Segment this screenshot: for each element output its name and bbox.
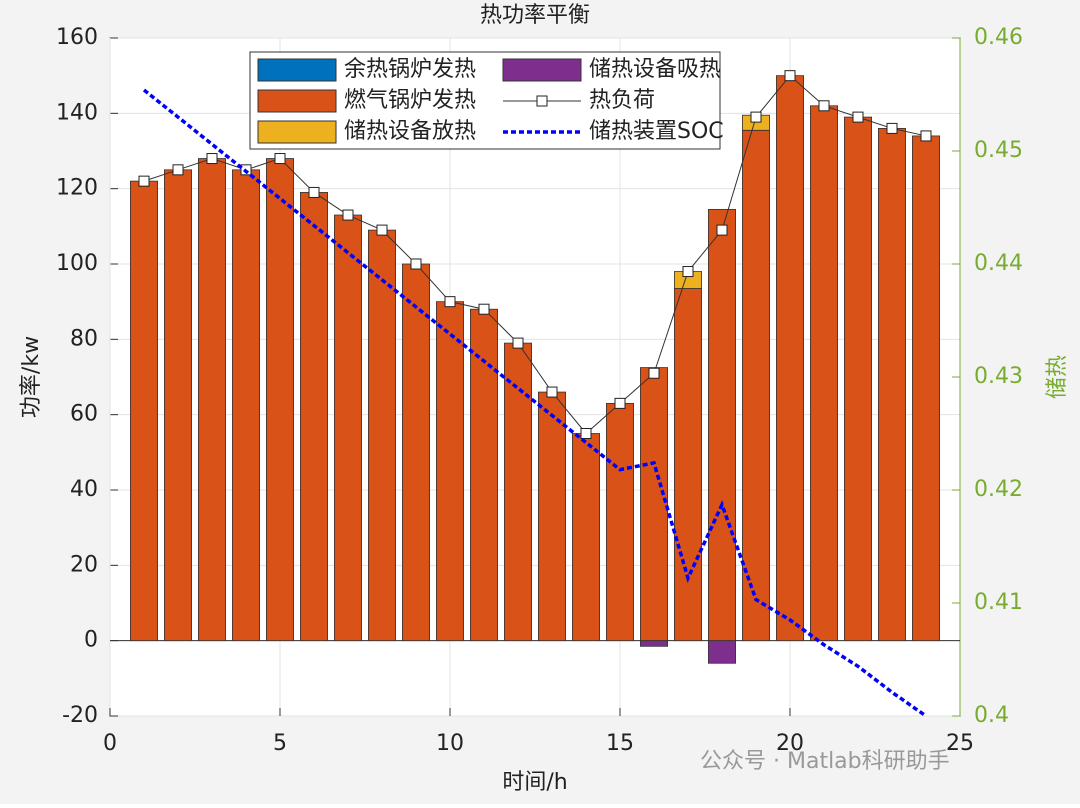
y2-axis-label: 储热 bbox=[1045, 355, 1070, 399]
bar bbox=[742, 129, 771, 642]
bar bbox=[265, 158, 294, 642]
legend-swatch bbox=[257, 120, 337, 144]
marker bbox=[444, 296, 456, 308]
marker bbox=[206, 153, 218, 165]
marker bbox=[580, 428, 592, 439]
legend-label: 储热装置SOC bbox=[589, 119, 724, 144]
marker bbox=[546, 386, 558, 398]
x-tick-label: 10 bbox=[436, 731, 464, 756]
bar bbox=[810, 105, 839, 642]
y-tick-label: 120 bbox=[56, 176, 98, 201]
bar bbox=[640, 367, 669, 642]
marker bbox=[852, 111, 864, 123]
y2-tick-label: 0.45 bbox=[974, 138, 1023, 163]
bar bbox=[197, 158, 226, 642]
series-line bbox=[143, 74, 927, 435]
legend-label: 储热设备吸热 bbox=[589, 57, 721, 82]
legend-label: 余热锅炉发热 bbox=[344, 57, 476, 82]
marker bbox=[138, 175, 150, 187]
y-tick-label: 60 bbox=[70, 402, 98, 427]
bar bbox=[401, 263, 430, 642]
bar bbox=[469, 308, 498, 642]
bar bbox=[435, 301, 464, 642]
legend-swatch bbox=[257, 89, 337, 113]
bar bbox=[163, 169, 192, 642]
bar bbox=[776, 75, 805, 642]
x-axis-label: 时间/h bbox=[502, 770, 567, 795]
x-tick-label: 5 bbox=[273, 731, 287, 756]
bar bbox=[878, 127, 907, 642]
marker bbox=[410, 258, 422, 270]
y-tick-label: 140 bbox=[56, 100, 98, 125]
bar bbox=[606, 402, 635, 642]
x-tick-label: 25 bbox=[946, 731, 974, 756]
x-tick-label: 20 bbox=[776, 731, 804, 756]
y2-tick-label: 0.42 bbox=[974, 477, 1023, 502]
marker bbox=[750, 111, 762, 123]
marker bbox=[784, 70, 796, 82]
y-tick-label: 100 bbox=[56, 251, 98, 276]
y-tick-label: 40 bbox=[70, 477, 98, 502]
y-tick-label: 20 bbox=[70, 552, 98, 577]
marker bbox=[818, 100, 830, 112]
marker bbox=[886, 122, 898, 134]
y2-tick-label: 0.44 bbox=[974, 251, 1023, 276]
bar bbox=[231, 169, 260, 642]
watermark: 公众号 · Matlab科研助手 bbox=[700, 749, 950, 774]
bar bbox=[538, 391, 567, 642]
y2-tick-label: 0.46 bbox=[974, 25, 1023, 50]
bar bbox=[129, 180, 158, 642]
y-tick-label: 80 bbox=[70, 326, 98, 351]
marker bbox=[614, 397, 626, 409]
bar bbox=[912, 135, 941, 642]
chart-title: 热功率平衡 bbox=[480, 3, 590, 28]
legend-swatch bbox=[502, 58, 582, 82]
bar bbox=[572, 433, 601, 642]
marker bbox=[478, 303, 490, 315]
marker bbox=[274, 153, 286, 165]
legend-marker bbox=[536, 95, 548, 107]
y2-tick-label: 0.41 bbox=[974, 590, 1023, 615]
marker bbox=[716, 224, 728, 236]
bar bbox=[708, 640, 737, 664]
y2-tick-label: 0.43 bbox=[974, 364, 1023, 389]
marker bbox=[376, 224, 388, 236]
marker bbox=[172, 164, 184, 176]
marker bbox=[920, 130, 932, 142]
marker bbox=[342, 209, 354, 221]
y-tick-label: -20 bbox=[62, 703, 98, 728]
y-tick-label: 0 bbox=[84, 628, 98, 653]
marker bbox=[682, 266, 694, 278]
bar bbox=[333, 214, 362, 642]
marker bbox=[512, 337, 524, 349]
marker bbox=[648, 367, 660, 379]
y2-tick-label: 0.4 bbox=[974, 703, 1009, 728]
bar bbox=[503, 342, 532, 642]
y-axis-label: 功率/kw bbox=[19, 336, 44, 418]
legend-label: 储热设备放热 bbox=[344, 119, 476, 144]
bar bbox=[844, 116, 873, 642]
x-tick-label: 0 bbox=[103, 731, 117, 756]
bar bbox=[367, 229, 396, 642]
bar bbox=[640, 640, 669, 647]
legend-label: 燃气锅炉发热 bbox=[344, 88, 476, 113]
series-line bbox=[142, 88, 928, 718]
y-tick-label: 160 bbox=[56, 25, 98, 50]
x-tick-label: 15 bbox=[606, 731, 634, 756]
legend-label: 热负荷 bbox=[589, 88, 655, 113]
bar bbox=[674, 288, 703, 642]
marker bbox=[308, 186, 320, 198]
bar bbox=[708, 208, 737, 642]
bar bbox=[299, 192, 328, 642]
legend-swatch bbox=[257, 58, 337, 82]
